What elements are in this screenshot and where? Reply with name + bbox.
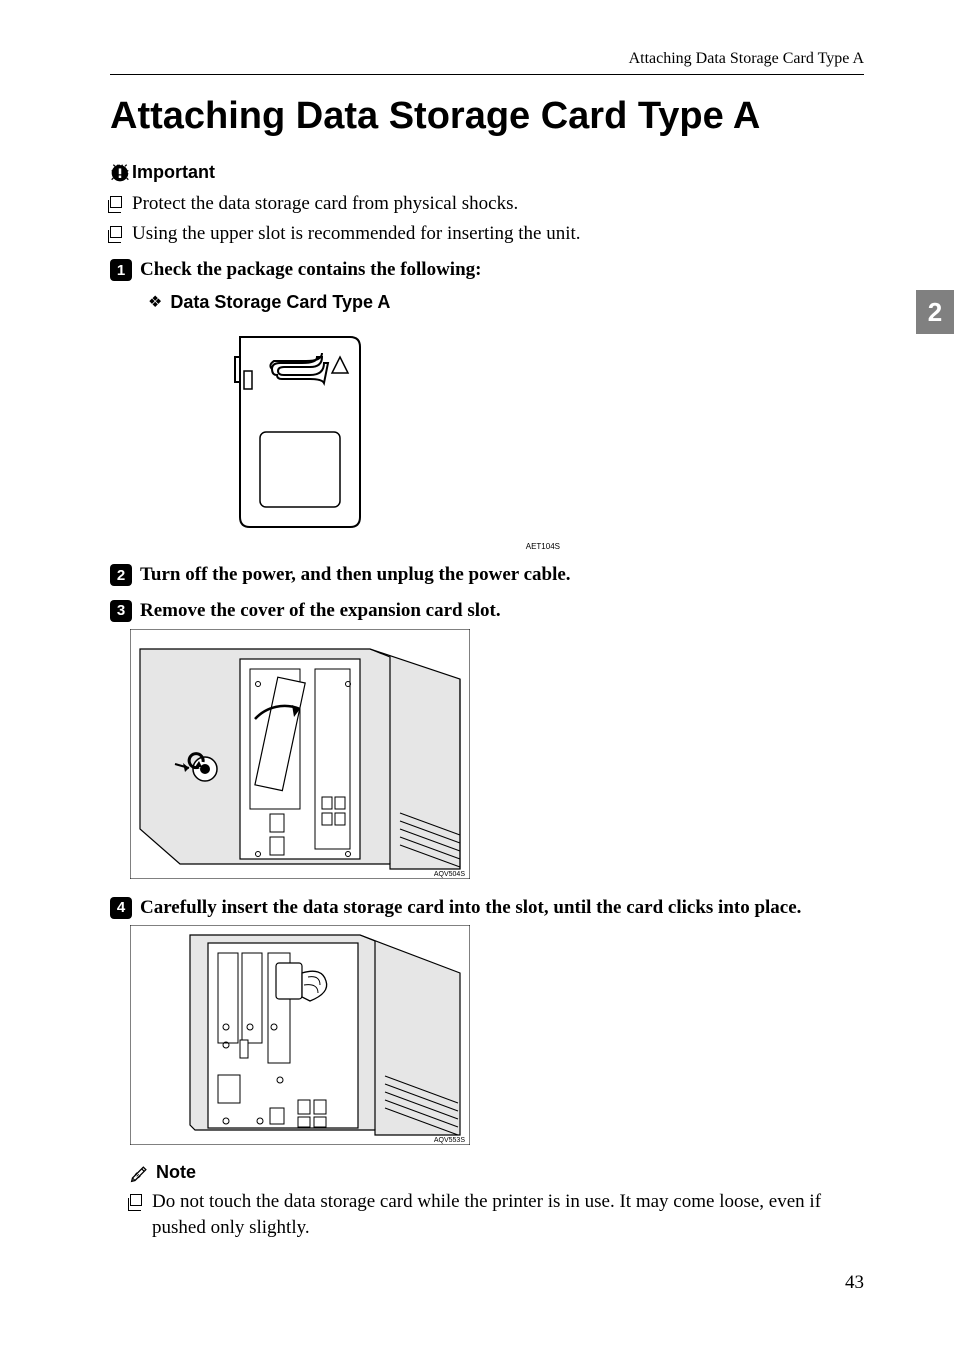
printer-insert-illustration: AQV553S [130,925,470,1145]
sub-heading: Data Storage Card Type A [170,292,390,313]
running-header: Attaching Data Storage Card Type A [110,50,864,75]
important-item: Using the upper slot is recommended for … [110,221,864,247]
note-item: Do not touch the data storage card while… [130,1189,864,1240]
note-icon [130,1163,150,1183]
step-number-badge: 4 [110,897,132,919]
step-text: Remove the cover of the expansion card s… [140,599,501,623]
step: 1 Check the package contains the followi… [110,258,864,282]
step-number-badge: 3 [110,600,132,622]
important-label: Important [132,162,215,183]
figure-printer-remove: AQV504S [130,629,864,884]
step-text: Check the package contains the following… [140,258,481,282]
page-container: Attaching Data Storage Card Type A Attac… [0,0,954,1281]
note-list: Do not touch the data storage card while… [130,1189,864,1240]
page-number: 43 [845,1272,864,1294]
important-heading: Important [110,162,864,183]
step: 3 Remove the cover of the expansion card… [110,599,864,623]
important-list: Protect the data storage card from physi… [110,191,864,246]
step: 4 Carefully insert the data storage card… [110,896,864,920]
figure-label-inline: AQV504S [434,871,465,878]
important-item-text: Using the upper slot is recommended for … [132,221,581,247]
bullet-icon [110,196,122,208]
bullet-icon [130,1194,142,1206]
page-title: Attaching Data Storage Card Type A [110,95,864,138]
figure-sd-card: AET104S [220,327,864,551]
note-label: Note [156,1162,196,1183]
note-heading: Note [130,1162,864,1183]
step-text: Turn off the power, and then unplug the … [140,563,571,587]
figure-label-inline: AQV553S [434,1137,465,1144]
figure-printer-insert: AQV553S [130,925,864,1150]
important-icon [110,163,130,183]
printer-remove-illustration: AQV504S [130,629,470,879]
important-item: Protect the data storage card from physi… [110,191,864,217]
sd-card-illustration [220,327,380,537]
step-text: Carefully insert the data storage card i… [140,896,801,920]
diamond-icon: ❖ [148,295,162,311]
sub-heading-row: ❖ Data Storage Card Type A [148,292,864,313]
note-item-text: Do not touch the data storage card while… [152,1189,864,1240]
step: 2 Turn off the power, and then unplug th… [110,563,864,587]
figure-label: AET104S [220,542,560,551]
bullet-icon [110,226,122,238]
step-number-badge: 1 [110,259,132,281]
step-number-badge: 2 [110,564,132,586]
important-item-text: Protect the data storage card from physi… [132,191,518,217]
